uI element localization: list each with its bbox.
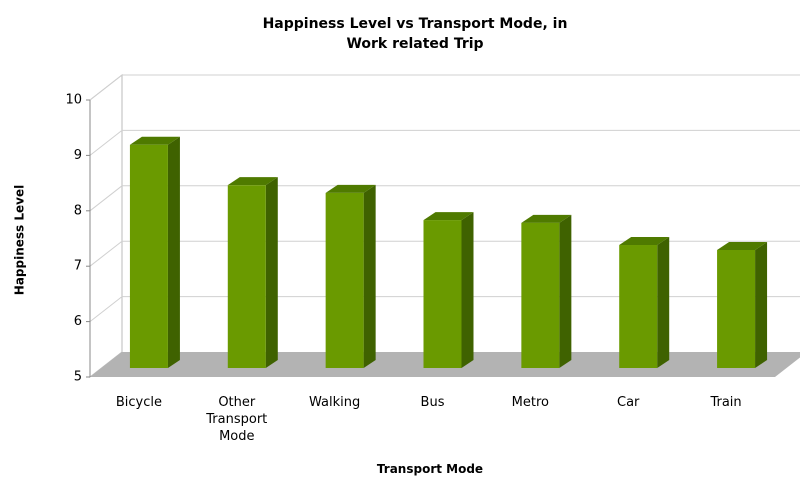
bar [619, 245, 658, 368]
bar [129, 144, 168, 368]
y-tick-label: 8 [74, 203, 82, 218]
y-tick-label: 5 [74, 370, 82, 385]
bar-top [325, 184, 376, 193]
x-tick-label: Metro [511, 395, 549, 410]
x-tick-label: Car [617, 395, 640, 410]
x-axis-label: Transport Mode [376, 462, 484, 476]
grid-line [89, 240, 800, 267]
bar-side [657, 237, 670, 368]
bar-top [619, 237, 670, 246]
back-wall [89, 73, 123, 379]
x-tick-label: Bus [420, 395, 445, 410]
y-tick-label: 10 [65, 93, 82, 108]
grid-line [89, 296, 800, 322]
bar-top [227, 177, 278, 186]
bar-side [559, 214, 572, 368]
bar-side [461, 212, 474, 368]
bar-side [265, 177, 278, 368]
x-tick-label: Train [710, 395, 742, 410]
bar-top [423, 212, 474, 221]
y-tick-label: 6 [74, 314, 82, 329]
bar-side [363, 184, 376, 368]
x-tick-label: Walking [309, 395, 361, 410]
bar [521, 222, 560, 368]
grid-line [89, 74, 800, 101]
bar-top [129, 136, 180, 145]
bar-side [755, 241, 768, 368]
grid-line [89, 185, 800, 212]
x-tick-label: Other Transport Mode [206, 395, 268, 444]
bar [325, 192, 364, 368]
bar [717, 249, 756, 368]
bar-top [521, 214, 572, 223]
y-tick-label: 7 [74, 259, 82, 274]
x-tick-label: Bicycle [115, 395, 162, 410]
y-tick-label: 9 [74, 148, 82, 163]
grid-line [89, 129, 800, 156]
bar [227, 185, 266, 368]
y-axis-label: Happiness Level [13, 185, 27, 295]
bar-side [167, 136, 180, 368]
chart-title: Happiness Level vs Transport Mode, in Wo… [262, 16, 568, 52]
bar [423, 220, 462, 368]
bar-top [717, 241, 768, 250]
